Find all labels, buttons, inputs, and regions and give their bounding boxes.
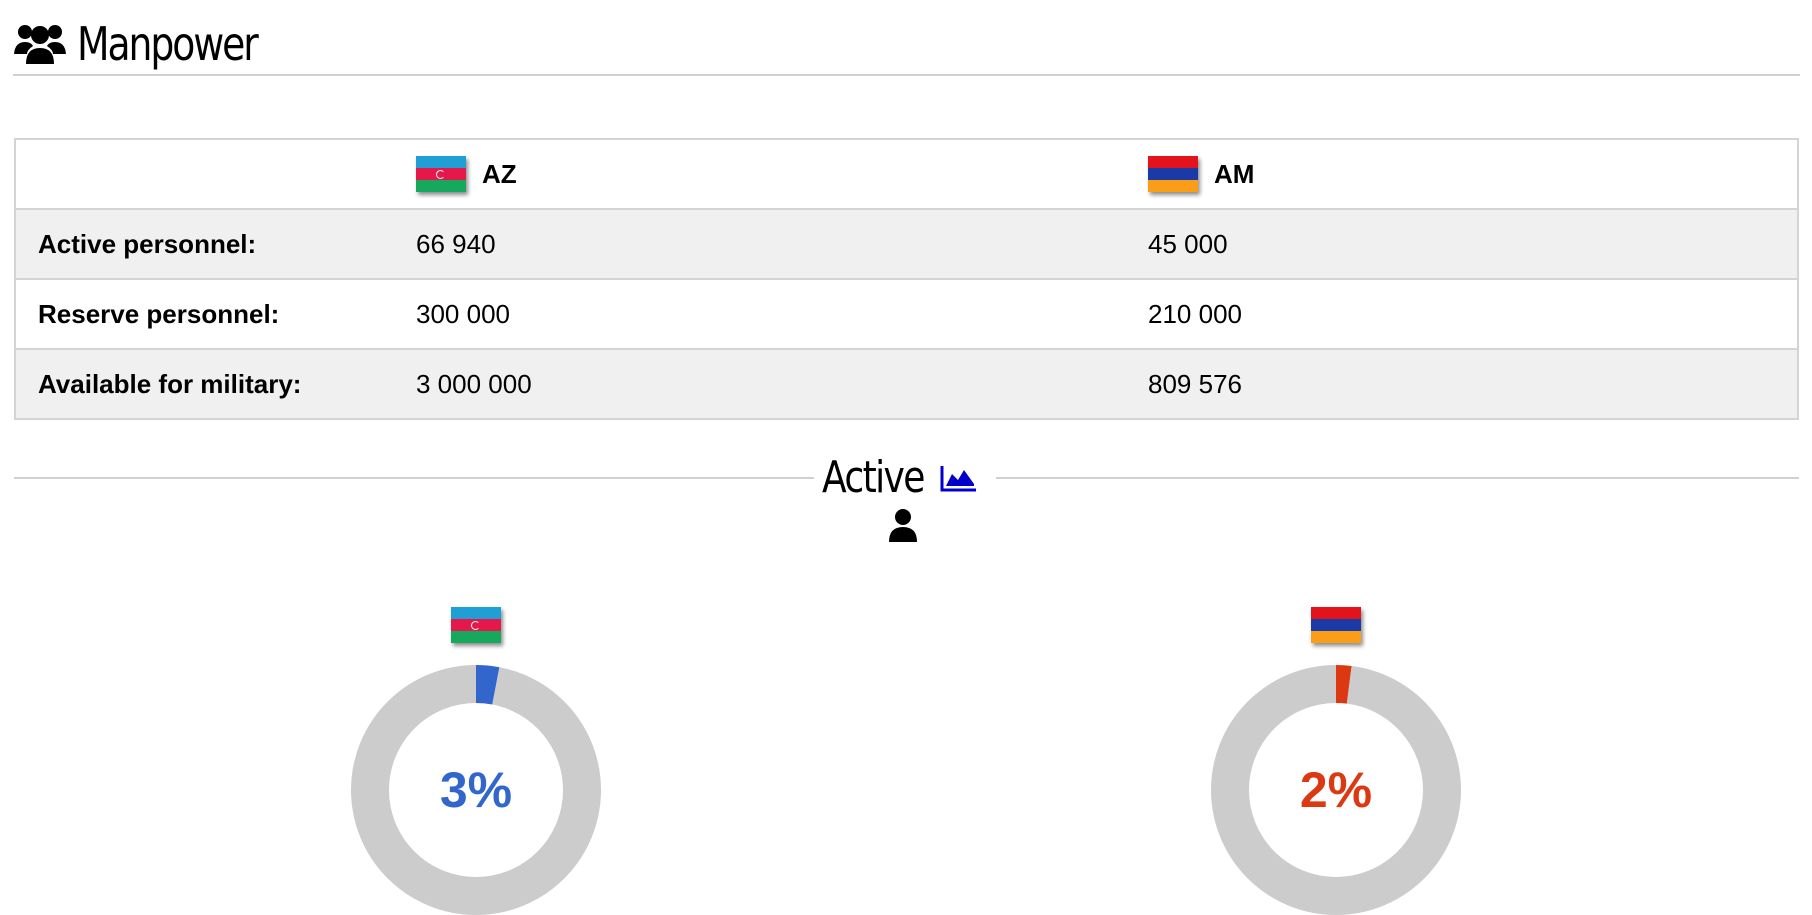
cell-value: 809 576 [1126, 348, 1798, 419]
donut-az [351, 665, 601, 915]
divider-right [996, 477, 1799, 479]
row-label: Reserve personnel: [15, 278, 394, 349]
cell-value: 3 000 000 [394, 348, 1126, 419]
percent-label: 3% [439, 762, 513, 818]
header-country-az: AZ [394, 139, 1126, 209]
country-code: AZ [482, 158, 517, 189]
user-icon [889, 509, 917, 542]
users-icon [14, 25, 66, 64]
table-row: Available for military: 3 000 000 809 57… [15, 348, 1798, 419]
armenia-flag-icon [1311, 607, 1361, 643]
section-title-text: Active [822, 452, 925, 503]
percent-label: 2% [1299, 762, 1373, 818]
donut-chart-az: 3% [351, 607, 601, 915]
table-row: Reserve personnel: 300 000 210 000 [15, 278, 1798, 349]
table-row: Active personnel: 66 940 45 000 [15, 208, 1798, 279]
page-title: Manpower [77, 17, 259, 71]
cell-value: 66 940 [394, 208, 1126, 279]
donut-slice-remainder [351, 665, 601, 915]
donut-chart-am: 2% [1211, 607, 1461, 915]
azerbaijan-flag-icon [451, 607, 501, 643]
donut-slice-remainder [1211, 665, 1461, 915]
azerbaijan-flag-icon [416, 156, 466, 192]
header-country-am: AM [1126, 139, 1798, 209]
donut-am [1211, 665, 1461, 915]
section-title: Active [822, 452, 978, 503]
row-label: Active personnel: [15, 208, 394, 279]
row-label: Available for military: [15, 348, 394, 419]
cell-value: 210 000 [1126, 278, 1798, 349]
table-header-row: AZ AM [15, 139, 1798, 209]
country-code: AM [1214, 158, 1255, 189]
cell-value: 45 000 [1126, 208, 1798, 279]
area-chart-icon[interactable] [940, 464, 978, 492]
header-empty-cell [15, 139, 394, 209]
section-header: Manpower [13, 14, 1800, 76]
comparison-table: AZ AM Active personnel: 66 940 45 000 Re… [14, 138, 1799, 420]
cell-value: 300 000 [394, 278, 1126, 349]
divider-left [14, 477, 814, 479]
armenia-flag-icon [1148, 156, 1198, 192]
